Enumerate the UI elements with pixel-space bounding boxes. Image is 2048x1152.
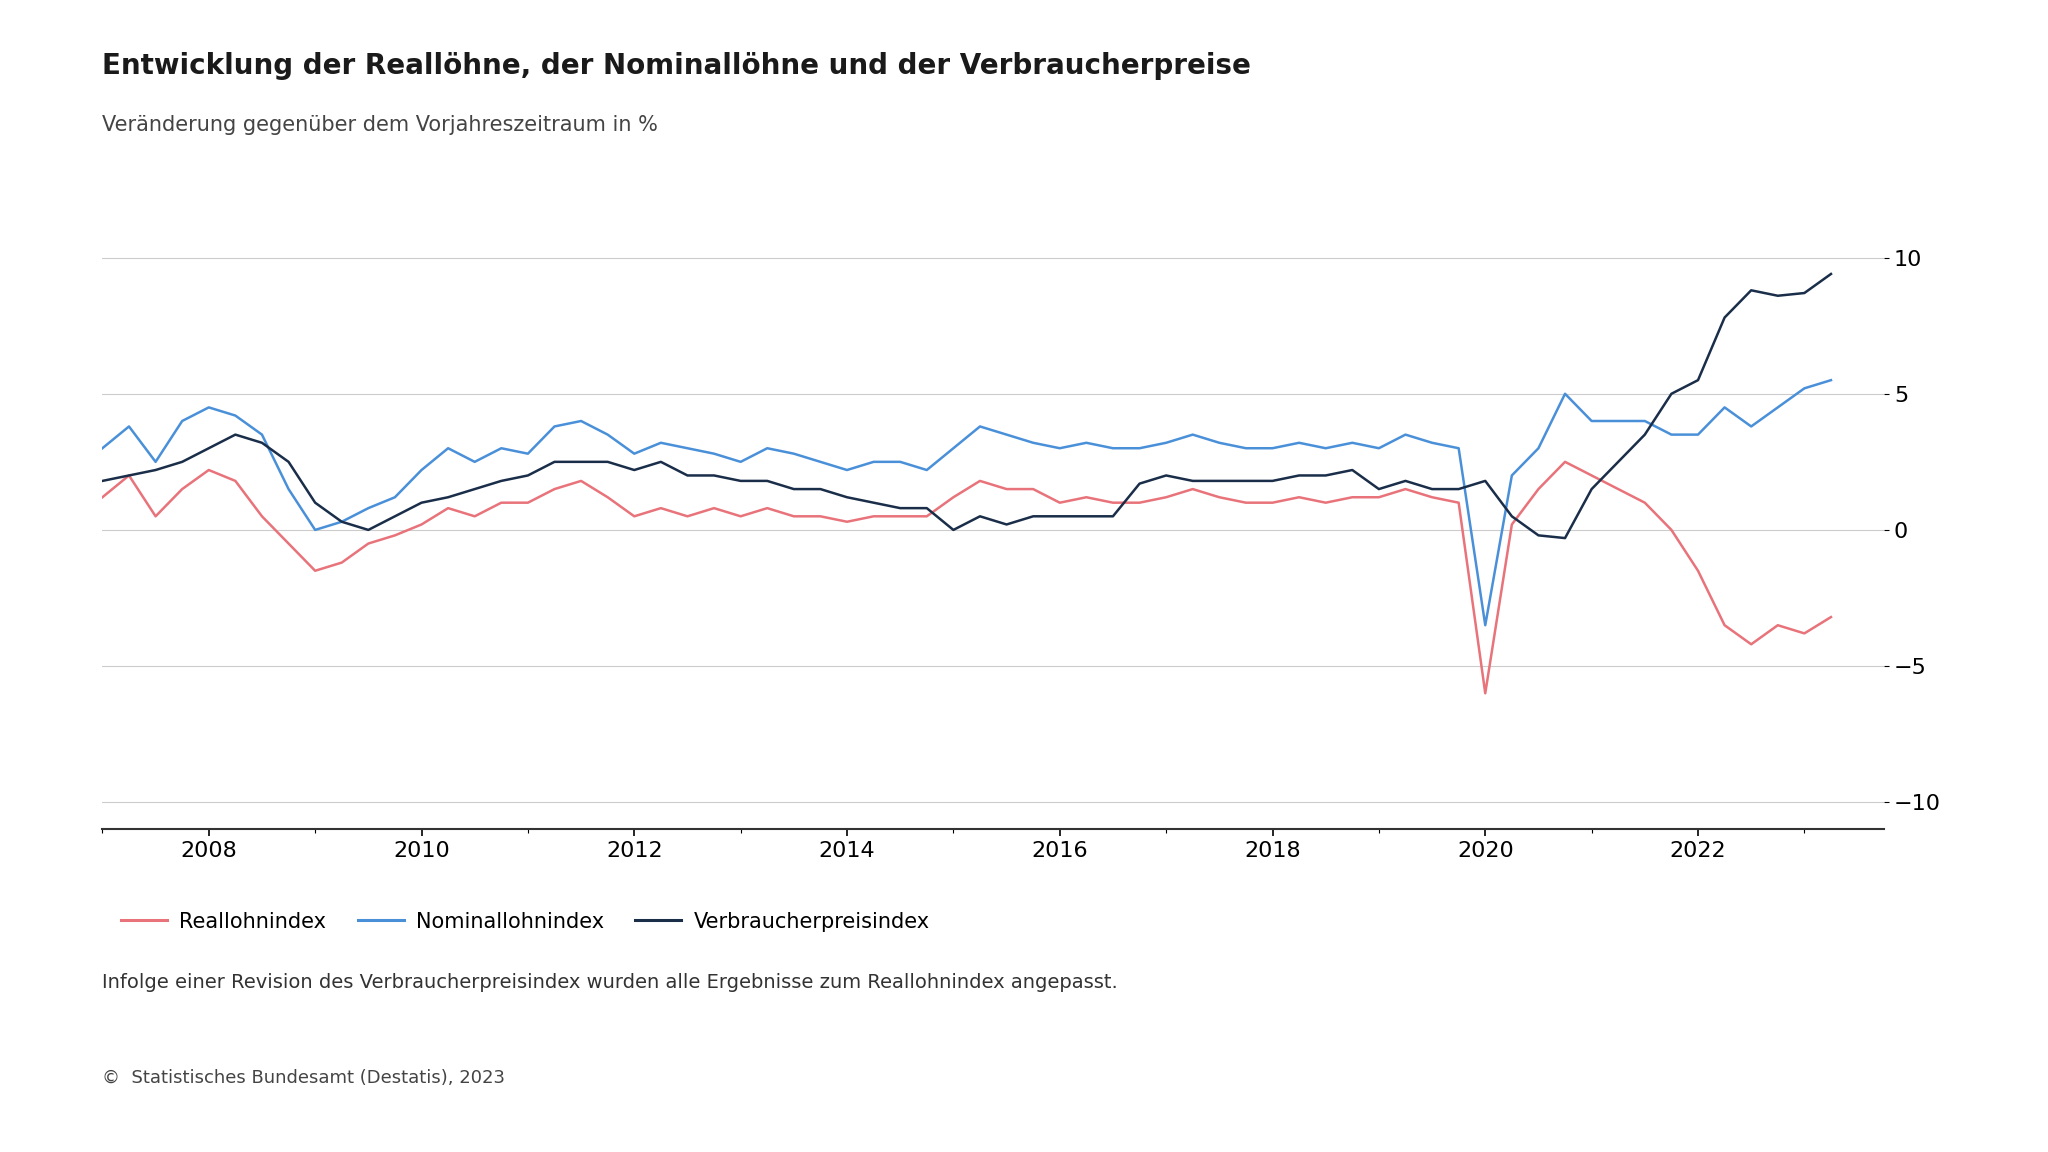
Text: ©  Statistisches Bundesamt (Destatis), 2023: © Statistisches Bundesamt (Destatis), 20… <box>102 1069 506 1087</box>
Text: Infolge einer Revision des Verbraucherpreisindex wurden alle Ergebnisse zum Real: Infolge einer Revision des Verbraucherpr… <box>102 973 1118 992</box>
Text: Entwicklung der Reallöhne, der Nominallöhne und der Verbraucherpreise: Entwicklung der Reallöhne, der Nominallö… <box>102 52 1251 79</box>
Legend: Reallohnindex, Nominallohnindex, Verbraucherpreisindex: Reallohnindex, Nominallohnindex, Verbrau… <box>113 903 938 940</box>
Text: Veränderung gegenüber dem Vorjahreszeitraum in %: Veränderung gegenüber dem Vorjahreszeitr… <box>102 115 657 135</box>
